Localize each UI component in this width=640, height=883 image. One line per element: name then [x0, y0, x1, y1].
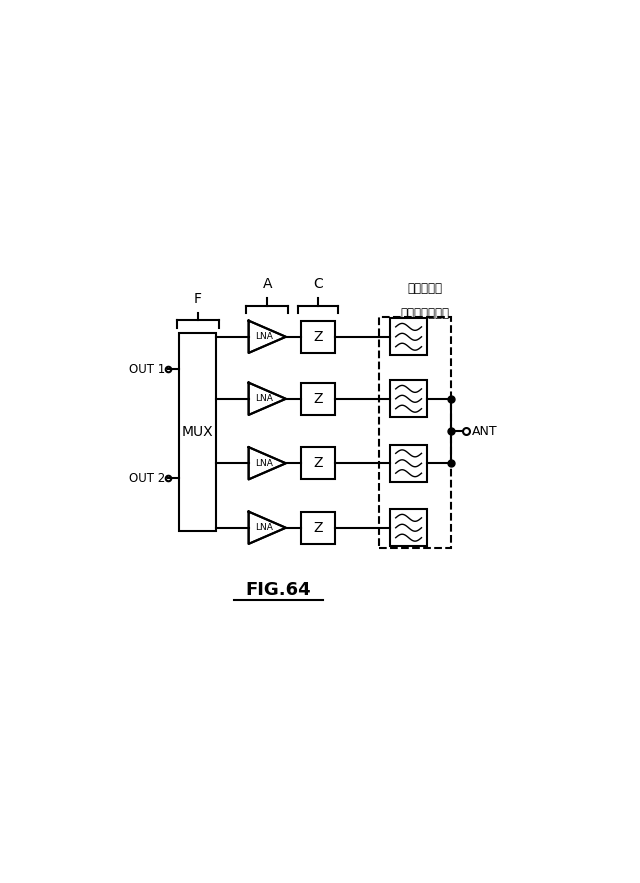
- Text: LNA: LNA: [255, 459, 273, 468]
- Bar: [390, 318, 428, 355]
- Polygon shape: [248, 447, 286, 479]
- Bar: [301, 447, 335, 479]
- Text: C: C: [313, 277, 323, 291]
- Text: OUT 1: OUT 1: [129, 363, 165, 375]
- Text: LNA: LNA: [255, 332, 273, 342]
- Text: Z: Z: [314, 521, 323, 535]
- Bar: [301, 321, 335, 353]
- Text: OUT 2: OUT 2: [129, 472, 165, 485]
- Text: Z: Z: [314, 329, 323, 343]
- Text: Z: Z: [314, 457, 323, 471]
- Text: フィルタ／: フィルタ／: [407, 282, 442, 295]
- Text: A: A: [263, 277, 272, 291]
- Polygon shape: [248, 511, 286, 544]
- Bar: [390, 445, 428, 482]
- Polygon shape: [248, 382, 286, 415]
- Text: Z: Z: [314, 392, 323, 406]
- Bar: [390, 509, 428, 547]
- Bar: [390, 381, 428, 418]
- Text: ANT: ANT: [472, 425, 497, 438]
- Bar: [379, 317, 451, 547]
- Text: F: F: [194, 291, 202, 306]
- Text: LNA: LNA: [255, 524, 273, 532]
- Text: マルチプレクサ: マルチプレクサ: [400, 307, 449, 320]
- Bar: [301, 511, 335, 544]
- Text: FIG.64: FIG.64: [246, 581, 311, 599]
- Polygon shape: [248, 321, 286, 353]
- Bar: [179, 333, 216, 532]
- Text: MUX: MUX: [182, 425, 214, 439]
- Bar: [301, 382, 335, 415]
- Text: LNA: LNA: [255, 395, 273, 404]
